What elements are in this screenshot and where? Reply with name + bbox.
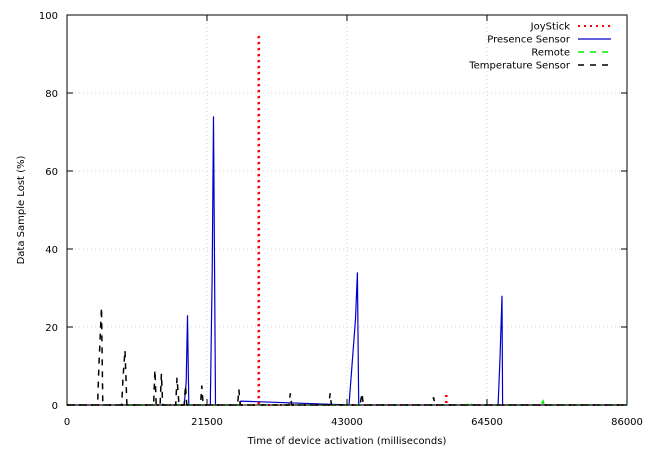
legend-label: Temperature Sensor [468,61,571,72]
y-tick-label: 40 [45,245,58,256]
x-tick-label: 86000 [611,417,643,428]
y-tick-label: 60 [45,167,58,178]
x-tick-label: 64500 [471,417,503,428]
grid [67,15,627,405]
plot-border [66,14,628,406]
legend-label: Presence Sensor [487,35,571,46]
axis-ticks: 0 21500 43000 64500 86000 0 20 40 60 80 100 [39,11,643,428]
x-axis-label: Time of device activation (milliseconds) [247,436,447,447]
x-tick-label: 21500 [191,417,223,428]
y-tick-label: 100 [39,11,58,22]
y-tick-label: 80 [45,89,58,100]
y-tick-label: 20 [45,323,58,334]
x-tick-label: 0 [64,417,70,428]
y-tick-label: 0 [52,401,58,412]
y-axis-label: Data Sample Lost (%) [16,155,27,264]
legend-label: JoyStick [530,22,571,33]
legend: JoyStick Presence Sensor Remote Temperature… [468,22,611,72]
legend-label: Remote [531,48,570,59]
x-tick-label: 43000 [331,417,363,428]
series-line-temperature-sensor [67,307,627,406]
